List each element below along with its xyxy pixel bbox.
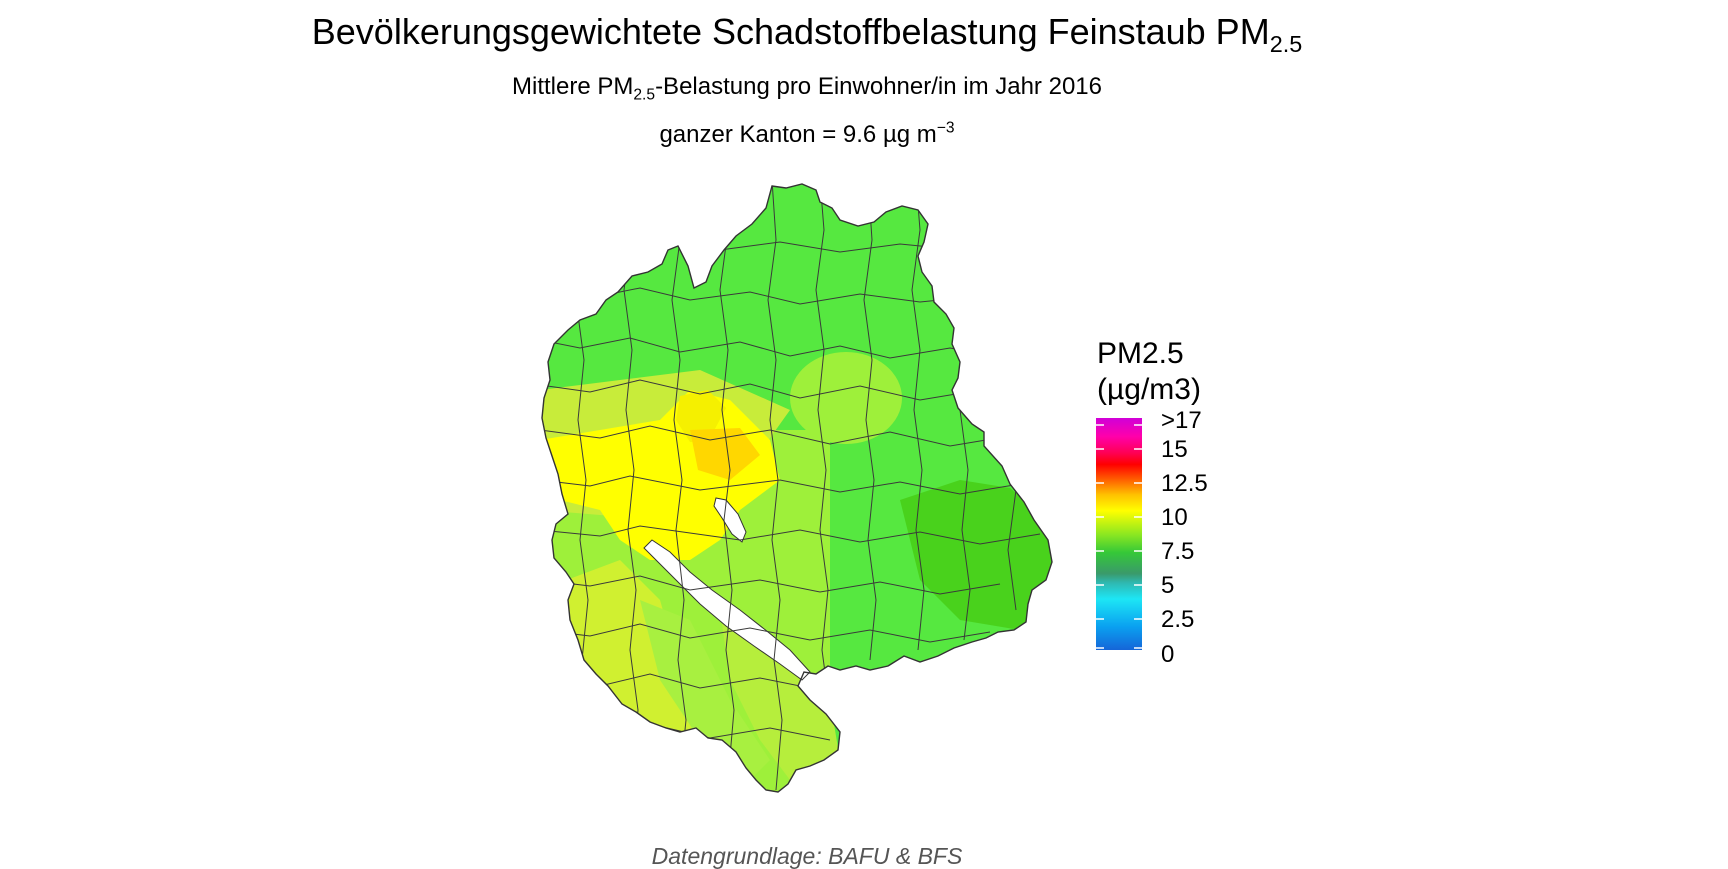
municipality-boundaries <box>542 184 1052 791</box>
legend-label-5: 5 <box>1161 572 1175 599</box>
legend-title: PM2.5 (µg/m3) <box>1097 337 1201 406</box>
lake-zurich <box>643 539 811 681</box>
legend-label-0: 0 <box>1161 641 1175 668</box>
lake-greifensee <box>713 497 747 543</box>
legend-label-2-5: 2.5 <box>1161 606 1195 633</box>
data-source-caption: Datengrundlage: BAFU & BFS <box>651 843 963 869</box>
legend-label-max: >17 <box>1161 407 1202 434</box>
legend-label-15: 15 <box>1161 436 1188 463</box>
map-subtitle: Mittlere PM2.5-Belastung pro Einwohner/i… <box>512 73 1102 104</box>
legend-label-12-5: 12.5 <box>1161 470 1208 497</box>
legend-label-10: 10 <box>1161 504 1188 531</box>
map-title: Bevölkerungsgewichtete Schadstoffbelastu… <box>311 11 1303 58</box>
canton-average: ganzer Kanton = 9.6 µg m−3 <box>659 119 955 148</box>
canton-zurich-map <box>541 183 1053 793</box>
legend-colorbar <box>1096 418 1142 650</box>
legend-label-7-5: 7.5 <box>1161 538 1195 565</box>
